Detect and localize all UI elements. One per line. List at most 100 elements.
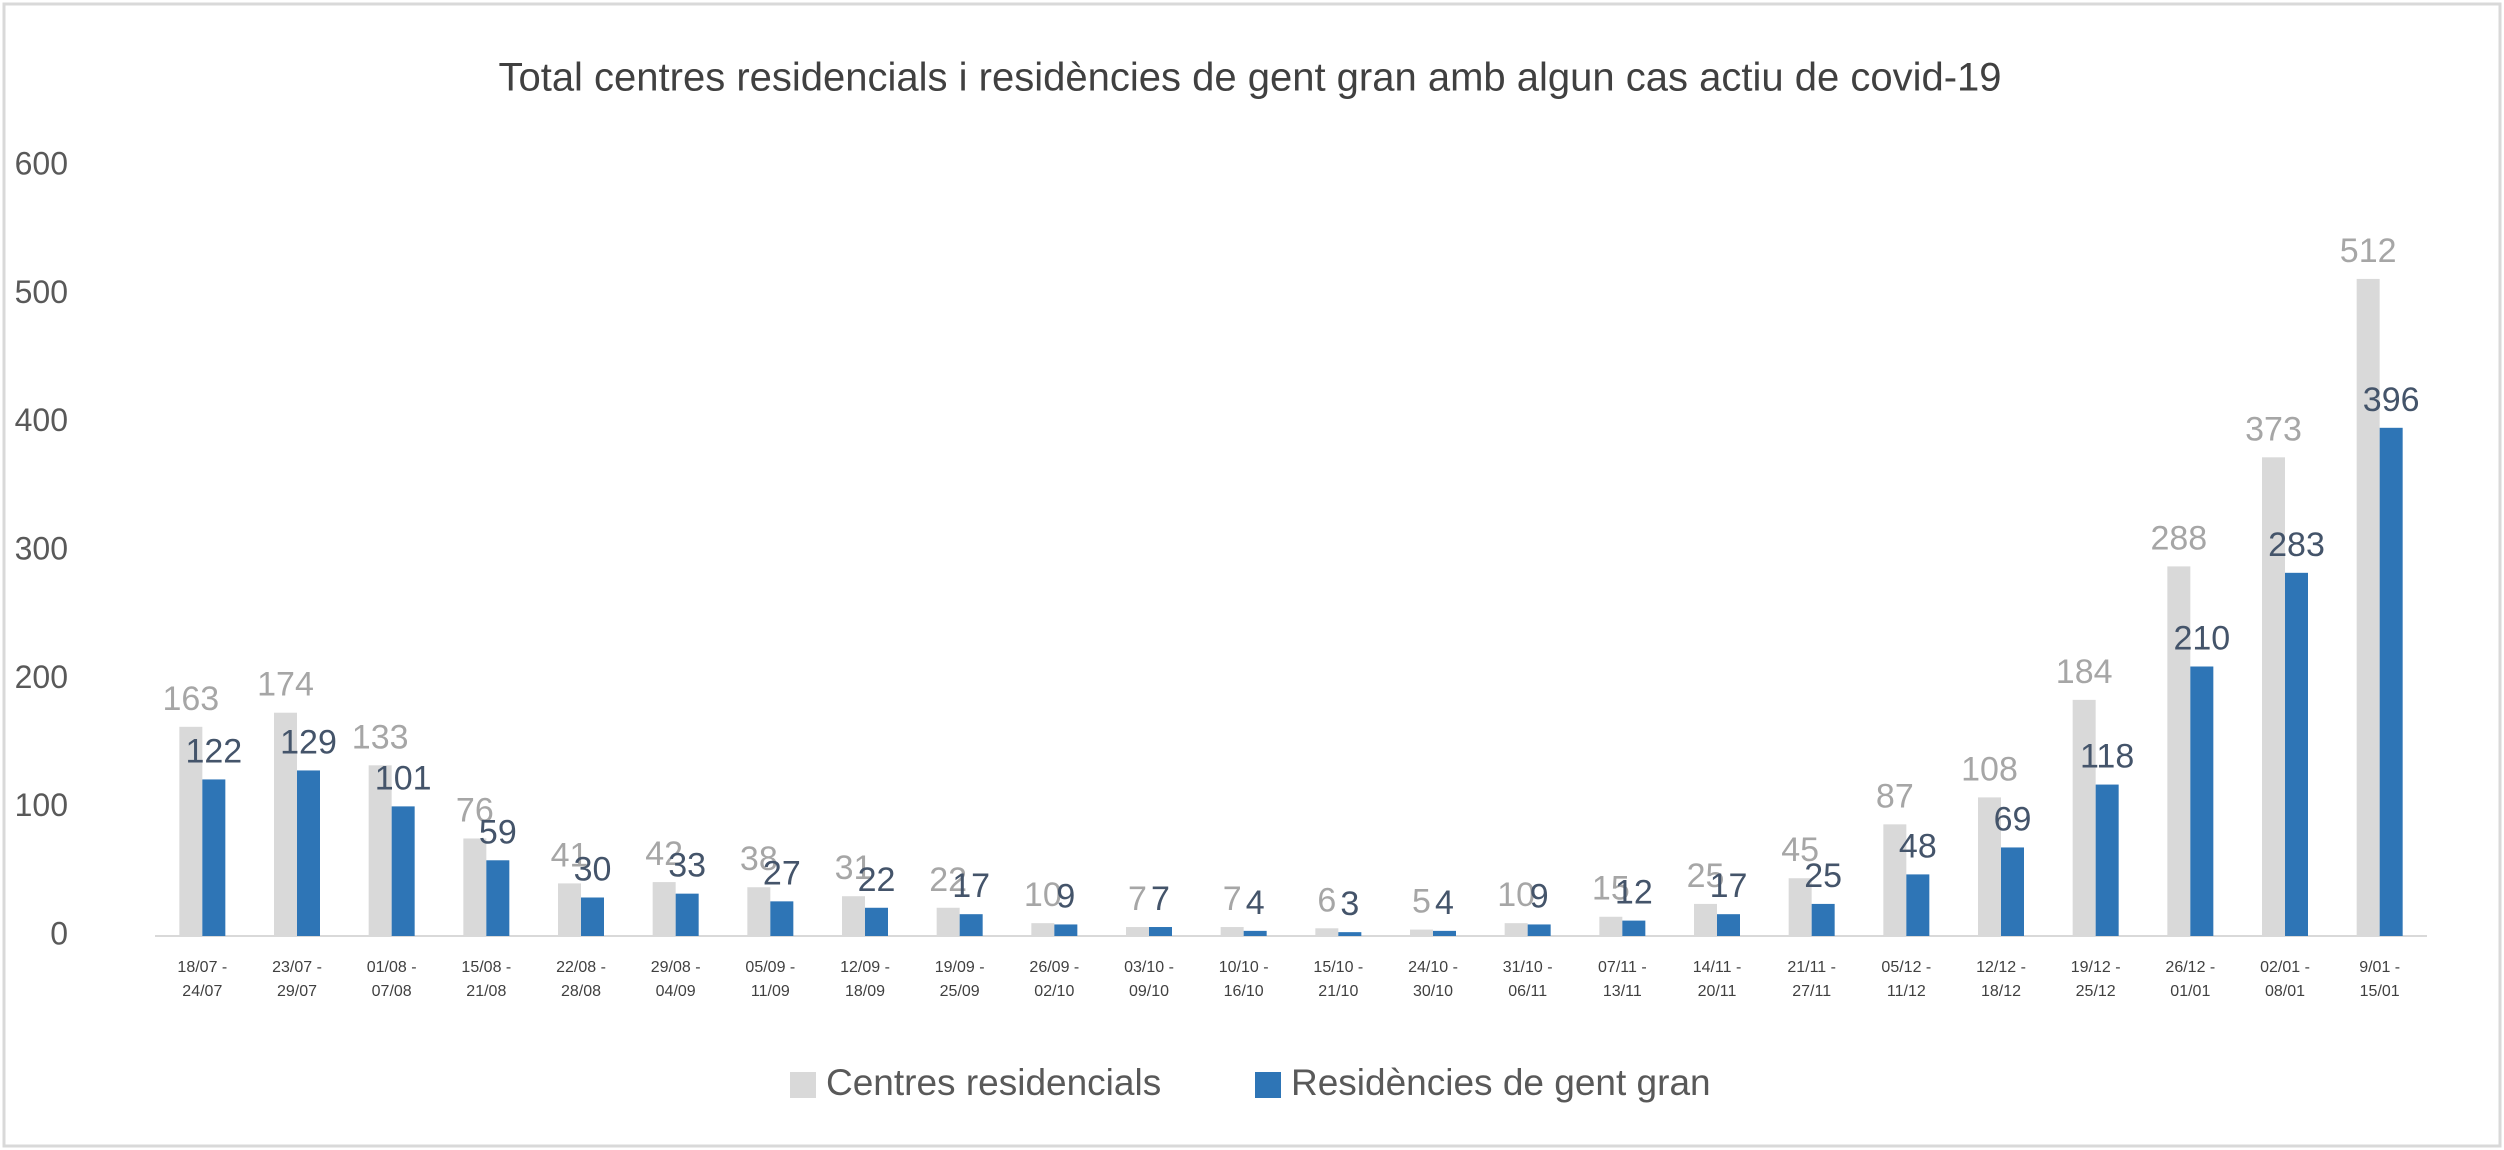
data-label: 25	[1687, 857, 1725, 895]
data-label: 512	[2340, 232, 2397, 270]
data-label: 396	[2363, 381, 2420, 419]
data-label: 27	[763, 854, 801, 892]
bar	[1717, 914, 1740, 936]
data-label: 184	[2056, 653, 2113, 691]
bar	[2001, 847, 2024, 936]
bar	[1978, 797, 2001, 936]
x-tick-label: 03/10 -09/10	[1124, 959, 1174, 1000]
bar	[1788, 878, 1812, 936]
x-tick-label: 26/12 -01/01	[2165, 959, 2215, 1000]
data-label: 22	[858, 861, 896, 899]
bar	[675, 893, 699, 936]
data-label: 283	[2268, 526, 2325, 564]
bar	[1906, 874, 1930, 936]
y-tick-label: 400	[15, 402, 68, 438]
data-label: 5	[1412, 883, 1431, 921]
data-label: 7	[1128, 880, 1147, 918]
bar	[770, 901, 794, 936]
data-label: 9	[1530, 877, 1549, 915]
bar	[1410, 929, 1433, 936]
data-label: 48	[1899, 827, 1937, 865]
bar	[558, 883, 581, 936]
x-tick-label: 01/08 -07/08	[367, 959, 417, 1000]
bar	[2095, 784, 2119, 936]
data-label: 7	[1151, 880, 1170, 918]
y-tick-label: 600	[15, 145, 68, 181]
x-tick-label: 9/01 -15/01	[2359, 959, 2400, 1000]
bar	[2285, 572, 2308, 936]
bar	[1243, 930, 1267, 936]
data-label: 41	[551, 836, 589, 874]
data-label: 12	[1615, 874, 1653, 912]
chart-title: Total centres residencials i residències…	[498, 56, 2001, 100]
bar	[1527, 924, 1551, 936]
data-label: 38	[740, 840, 778, 878]
legend-swatch	[1255, 1072, 1281, 1098]
legend-swatch	[790, 1072, 816, 1098]
data-label: 4	[1435, 884, 1454, 922]
bar	[1031, 923, 1055, 936]
x-tick-label: 19/12 -25/12	[2071, 959, 2121, 1000]
bar	[2262, 457, 2285, 936]
bar	[297, 770, 320, 936]
data-label: 6	[1317, 881, 1336, 919]
bar	[936, 907, 960, 936]
legend-label: Residències de gent gran	[1291, 1062, 1711, 1103]
data-label: 59	[479, 813, 517, 851]
bar	[1338, 932, 1362, 936]
data-label: 133	[352, 718, 409, 756]
x-tick-label: 15/08 -21/08	[461, 959, 511, 1000]
bar	[842, 896, 865, 936]
data-label: 174	[257, 666, 314, 704]
data-label: 17	[952, 867, 990, 905]
data-label: 210	[2173, 619, 2230, 657]
bar	[179, 726, 203, 936]
bar	[1220, 927, 1244, 936]
data-label: 108	[1961, 750, 2018, 788]
bar	[581, 897, 604, 936]
bar	[202, 779, 226, 936]
bar	[747, 887, 771, 936]
data-label: 9	[1056, 877, 1075, 915]
x-tick-label: 31/10 -06/11	[1503, 959, 1553, 1000]
x-tick-label: 07/11 -13/11	[1598, 959, 1647, 1000]
x-tick-label: 05/12 -11/12	[1881, 959, 1931, 1000]
data-label: 45	[1781, 831, 1819, 869]
x-tick-label: 21/11 -27/11	[1787, 959, 1836, 1000]
x-tick-label: 26/09 -02/10	[1029, 959, 1079, 1000]
data-label: 76	[456, 791, 494, 829]
x-tick-label: 29/08 -04/09	[651, 959, 701, 1000]
bar	[1622, 920, 1646, 936]
data-label: 163	[162, 680, 219, 718]
bar	[2167, 566, 2191, 936]
data-label: 129	[280, 723, 337, 761]
bar	[1054, 924, 1078, 936]
data-label: 101	[375, 759, 432, 797]
bar	[1694, 903, 1717, 936]
x-tick-label: 22/08 -28/08	[556, 959, 606, 1000]
x-tick-label: 24/10 -30/10	[1408, 959, 1458, 1000]
x-tick-label: 05/09 -11/09	[745, 959, 795, 1000]
bar	[1126, 927, 1149, 936]
data-label: 373	[2245, 410, 2302, 448]
bar	[1433, 930, 1456, 936]
bar	[1599, 916, 1623, 936]
y-tick-label: 100	[15, 787, 68, 823]
bar	[2072, 699, 2096, 936]
bar	[274, 712, 297, 936]
bar	[865, 907, 888, 936]
data-label: 42	[645, 835, 683, 873]
y-tick-label: 200	[15, 659, 68, 695]
data-label: 33	[668, 847, 706, 885]
bar	[463, 838, 487, 936]
x-tick-label: 14/11 -20/11	[1693, 959, 1742, 1000]
bar	[1504, 923, 1528, 936]
data-label: 87	[1876, 777, 1914, 815]
x-tick-label: 18/07 -24/07	[177, 959, 227, 1000]
x-tick-label: 02/01 -08/01	[2260, 959, 2310, 1000]
bar	[486, 860, 510, 936]
bar	[368, 765, 392, 936]
bar	[2190, 666, 2214, 936]
